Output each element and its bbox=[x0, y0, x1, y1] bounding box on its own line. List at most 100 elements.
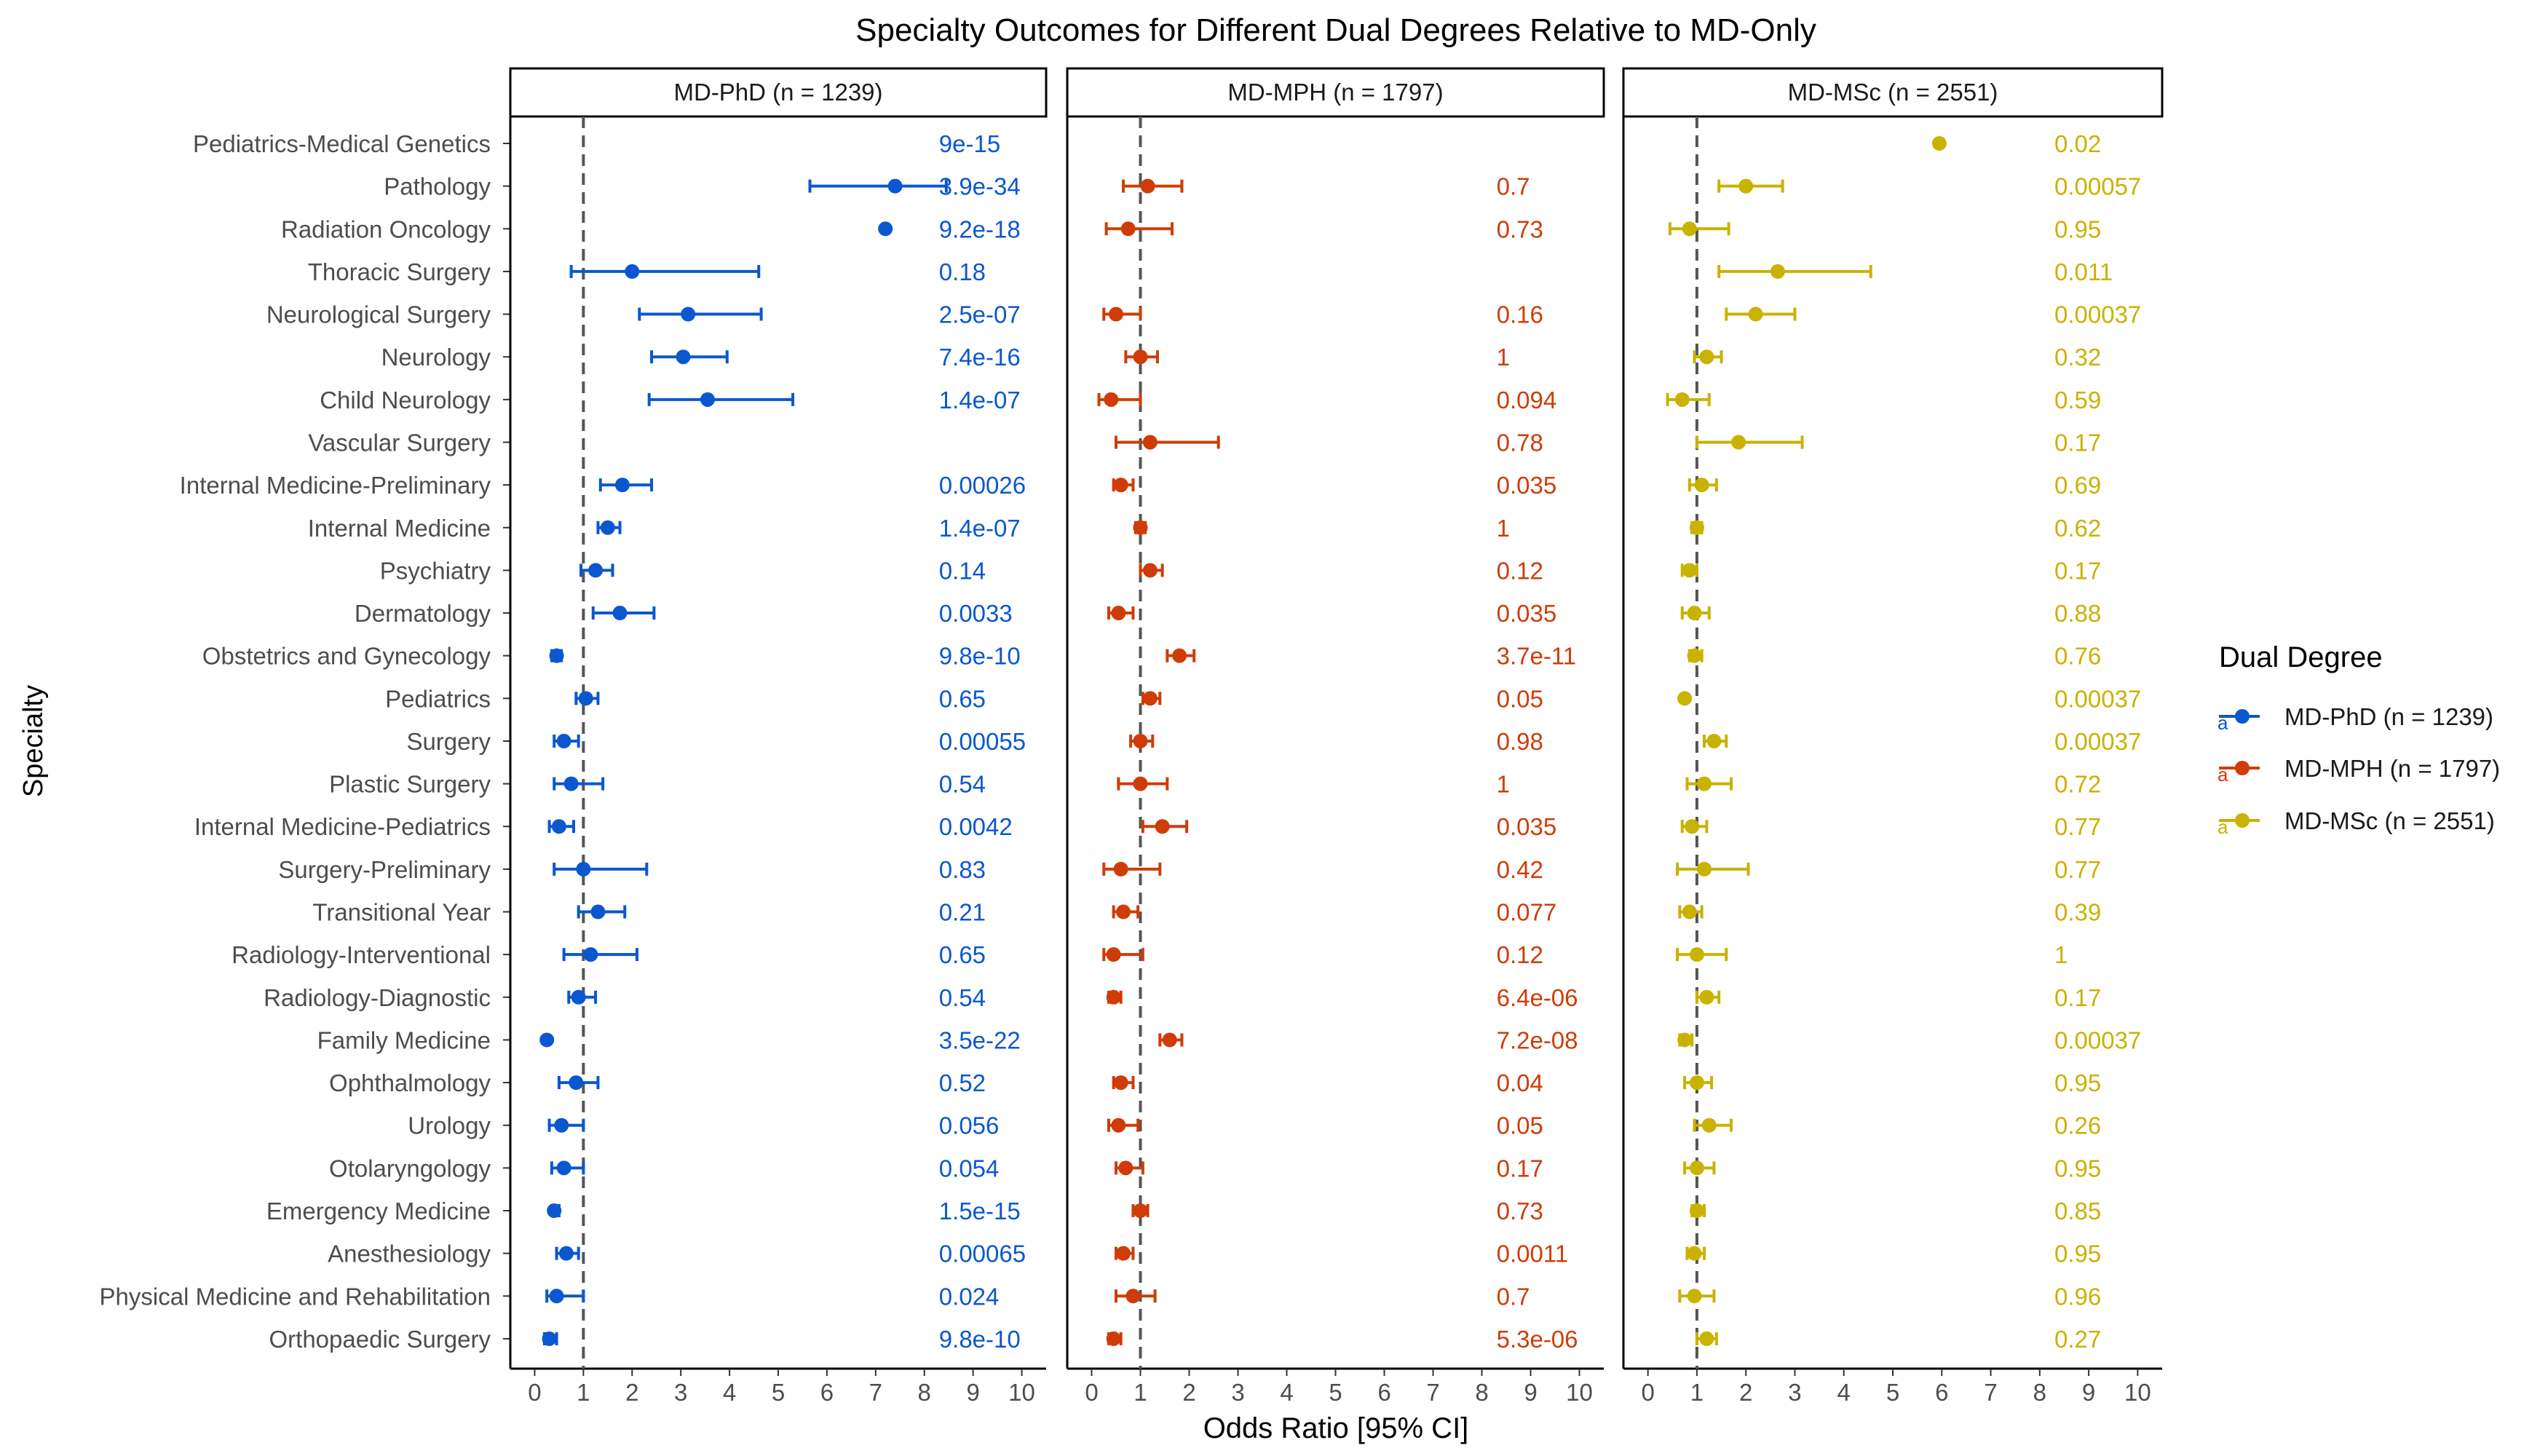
x-tick-label: 3 bbox=[674, 1379, 687, 1406]
odds-ratio-point bbox=[1109, 306, 1123, 322]
odds-ratio-point bbox=[551, 819, 566, 834]
p-value-label: 0.59 bbox=[2054, 387, 2101, 414]
x-tick-label: 7 bbox=[869, 1379, 882, 1406]
odds-ratio-point bbox=[1106, 947, 1121, 962]
x-tick-label: 2 bbox=[625, 1379, 638, 1406]
x-tick-label: 3 bbox=[1788, 1379, 1801, 1406]
y-tick-label: Pediatrics-Medical Genetics bbox=[193, 130, 491, 157]
p-value-label: 9e-15 bbox=[939, 130, 1000, 157]
odds-ratio-point bbox=[563, 776, 579, 791]
p-value-label: 0.17 bbox=[2054, 429, 2101, 456]
facet-strip-label: MD-MSc (n = 2551) bbox=[1788, 79, 1998, 106]
odds-ratio-point bbox=[588, 563, 604, 578]
odds-ratio-point bbox=[1689, 947, 1704, 962]
odds-ratio-point bbox=[1701, 1117, 1717, 1133]
odds-ratio-point bbox=[576, 861, 591, 877]
chart-title: Specialty Outcomes for Different Dual De… bbox=[855, 12, 1816, 48]
odds-ratio-point bbox=[1682, 904, 1697, 919]
odds-ratio-point bbox=[1699, 989, 1714, 1005]
x-tick-label: 10 bbox=[1566, 1379, 1593, 1406]
p-value-label: 0.14 bbox=[939, 557, 986, 584]
y-tick-label: Internal Medicine-Preliminary bbox=[180, 472, 491, 499]
p-value-label: 0.65 bbox=[939, 685, 986, 712]
legend-title: Dual Degree bbox=[2219, 641, 2383, 673]
p-value-label: 1 bbox=[1497, 771, 1510, 798]
odds-ratio-point bbox=[1738, 178, 1754, 194]
p-value-label: 0.69 bbox=[2054, 472, 2101, 499]
odds-ratio-point bbox=[556, 733, 571, 748]
p-value-label: 7.4e-16 bbox=[939, 344, 1021, 371]
y-tick-label: Obstetrics and Gynecology bbox=[202, 643, 491, 670]
x-tick-label: 3 bbox=[1231, 1379, 1244, 1406]
x-tick-label: 1 bbox=[1133, 1379, 1147, 1406]
x-tick-label: 6 bbox=[820, 1379, 834, 1406]
legend-key-glyph: a bbox=[2217, 712, 2228, 734]
legend-key-glyph: a bbox=[2217, 816, 2228, 838]
p-value-label: 1 bbox=[1497, 515, 1510, 542]
odds-ratio-point bbox=[539, 1032, 555, 1048]
odds-ratio-point bbox=[1116, 904, 1131, 919]
p-value-label: 0.04 bbox=[1497, 1069, 1543, 1096]
p-value-label: 0.54 bbox=[939, 984, 986, 1011]
facet-strip bbox=[509, 67, 1048, 118]
x-tick-label: 5 bbox=[772, 1379, 785, 1406]
odds-ratio-point bbox=[1687, 648, 1702, 663]
y-tick-label: Surgery bbox=[406, 728, 491, 755]
odds-ratio-point bbox=[1118, 1160, 1133, 1176]
p-value-label: 0.0033 bbox=[939, 600, 1013, 627]
legend-key-point bbox=[2235, 761, 2250, 775]
p-value-label: 0.17 bbox=[2054, 984, 2101, 1011]
p-value-label: 0.54 bbox=[939, 771, 986, 798]
y-tick-label: Family Medicine bbox=[317, 1026, 491, 1053]
odds-ratio-point bbox=[590, 904, 606, 919]
odds-ratio-point bbox=[1748, 306, 1763, 322]
odds-ratio-point bbox=[1694, 478, 1709, 493]
odds-ratio-point bbox=[1133, 733, 1148, 748]
p-value-label: 0.0011 bbox=[1497, 1241, 1568, 1267]
p-value-label: 0.95 bbox=[2054, 1069, 2101, 1096]
p-value-label: 0.77 bbox=[2054, 856, 2101, 883]
odds-ratio-point bbox=[547, 1203, 562, 1218]
odds-ratio-point bbox=[625, 264, 640, 279]
odds-ratio-point bbox=[1133, 520, 1148, 535]
odds-ratio-point bbox=[1133, 349, 1148, 365]
y-tick-label: Internal Medicine-Pediatrics bbox=[194, 813, 491, 840]
p-value-label: 0.054 bbox=[939, 1155, 1000, 1182]
p-value-label: 0.7 bbox=[1497, 173, 1530, 200]
x-tick-label: 5 bbox=[1886, 1379, 1899, 1406]
p-value-label: 0.00037 bbox=[2054, 685, 2141, 712]
odds-ratio-point bbox=[878, 221, 893, 237]
y-tick-label: Neurology bbox=[381, 344, 491, 371]
p-value-label: 0.95 bbox=[2054, 1241, 2101, 1267]
p-value-label: 5.3e-06 bbox=[1497, 1326, 1578, 1353]
odds-ratio-point bbox=[549, 1289, 564, 1304]
p-value-label: 0.73 bbox=[1497, 1198, 1543, 1224]
p-value-label: 0.96 bbox=[2054, 1283, 2101, 1310]
p-value-label: 0.00037 bbox=[2054, 301, 2141, 328]
odds-ratio-point bbox=[612, 606, 628, 621]
x-tick-label: 9 bbox=[1524, 1379, 1537, 1406]
p-value-label: 0.056 bbox=[939, 1112, 1000, 1139]
p-value-label: 0.035 bbox=[1497, 472, 1557, 499]
x-tick-label: 4 bbox=[1837, 1379, 1851, 1406]
x-tick-label: 6 bbox=[1377, 1379, 1390, 1406]
odds-ratio-point bbox=[542, 1331, 557, 1346]
x-tick-label: 2 bbox=[1739, 1379, 1752, 1406]
y-tick-label: Radiology-Interventional bbox=[232, 941, 491, 968]
y-tick-label: Ophthalmology bbox=[329, 1069, 491, 1096]
y-tick-label: Radiology-Diagnostic bbox=[264, 984, 491, 1011]
legend-key-point bbox=[2235, 813, 2250, 828]
odds-ratio-point bbox=[700, 392, 715, 407]
p-value-label: 0.88 bbox=[2054, 600, 2101, 627]
odds-ratio-point bbox=[1689, 1160, 1704, 1176]
y-tick-label: Vascular Surgery bbox=[308, 429, 491, 456]
x-tick-label: 6 bbox=[1935, 1379, 1948, 1406]
odds-ratio-point bbox=[1770, 264, 1785, 279]
legend-key-glyph: a bbox=[2217, 764, 2228, 786]
odds-ratio-point bbox=[569, 1075, 584, 1091]
x-tick-label: 4 bbox=[1280, 1379, 1293, 1406]
odds-ratio-point bbox=[1677, 691, 1693, 706]
legend-entry-label: MD-MPH (n = 1797) bbox=[2284, 755, 2500, 782]
odds-ratio-point bbox=[1172, 648, 1187, 663]
